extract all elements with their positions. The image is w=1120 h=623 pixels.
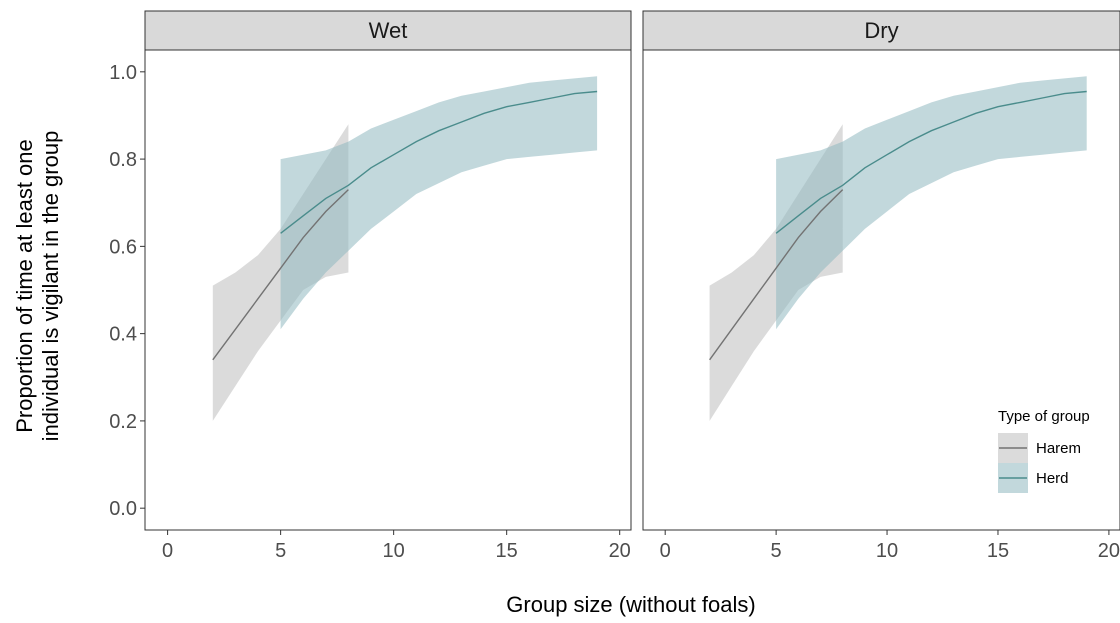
line-herd [280, 90, 598, 234]
ribbon-herd [280, 76, 598, 330]
x-tick-label: 10 [383, 540, 405, 562]
legend: Type of group Harem Herd [998, 408, 1090, 493]
x-tick-label: 15 [496, 540, 518, 562]
y-tick-label: 0.2 [109, 411, 137, 433]
facet-strip [144, 10, 632, 51]
y-tick-label: 0.4 [109, 324, 137, 346]
legend-title: Type of group [998, 408, 1090, 425]
x-tick-label: 0 [162, 540, 173, 562]
legend-label: Harem [1036, 440, 1081, 457]
x-tick-label: 15 [987, 540, 1009, 562]
y-tick-label: 0.6 [109, 236, 137, 258]
y-axis-title-line-2: individual is vigilant in the group [38, 131, 63, 442]
legend-key-harem: Harem [998, 433, 1081, 463]
legend-key-herd: Herd [998, 463, 1069, 493]
line-harem [212, 189, 349, 361]
y-tick-label: 0.8 [109, 149, 137, 171]
facet-strip [642, 10, 1120, 51]
x-axis-title: Group size (without foals) [506, 592, 755, 617]
line-herd [775, 90, 1087, 234]
facet-strip-label: Wet [369, 18, 408, 43]
x-tick-label: 10 [876, 540, 898, 562]
x-tick-label: 0 [660, 540, 671, 562]
x-tick-label: 20 [609, 540, 631, 562]
facet-dry: Dry 0 5 10 15 20 [642, 10, 1120, 562]
x-tick-label: 5 [771, 540, 782, 562]
x-tick-label: 20 [1098, 540, 1120, 562]
y-axis-title-line-1: Proportion of time at least one [12, 139, 37, 433]
y-tick-label: 1.0 [109, 62, 137, 84]
y-tick-label: 0.0 [109, 498, 137, 520]
ribbon-herd [776, 76, 1087, 330]
facet-panels: Wet 0 5 10 15 20 0.0 0.2 0.4 0.6 0.8 1.0 Dry 0 5 10 15 20 [109, 10, 1120, 562]
facet-strip-label: Dry [864, 18, 898, 43]
x-tick-label: 5 [275, 540, 286, 562]
legend-label: Herd [1036, 470, 1069, 487]
facet-wet: Wet 0 5 10 15 20 0.0 0.2 0.4 0.6 0.8 1.0 [109, 10, 632, 562]
line-harem [709, 189, 844, 361]
